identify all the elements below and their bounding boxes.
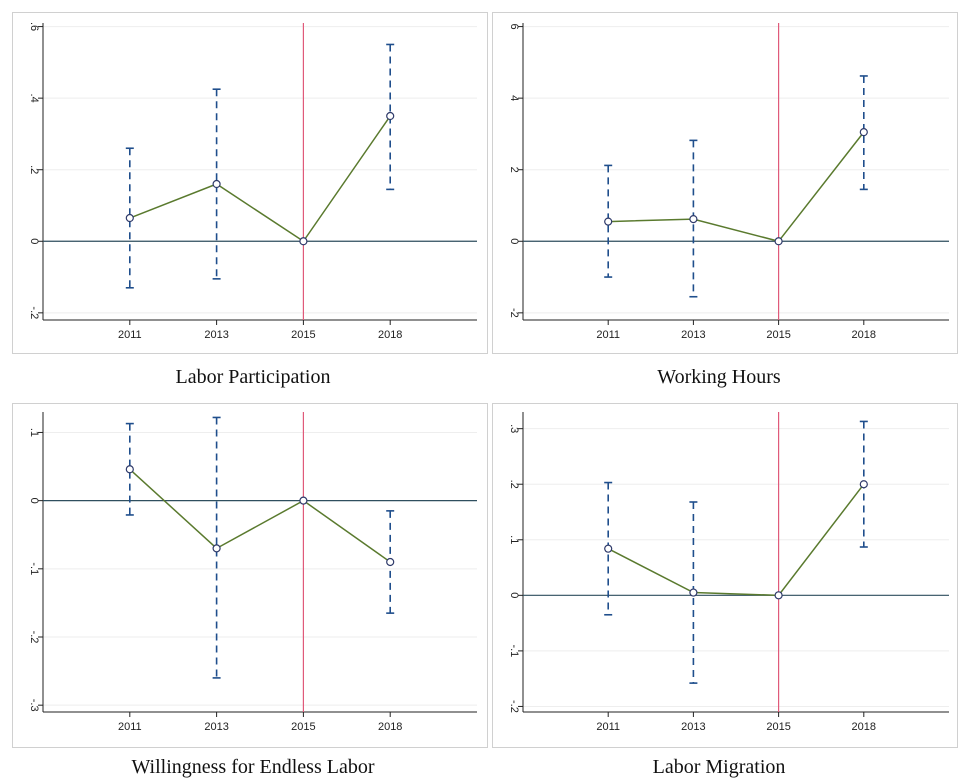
chart-caption-willingness-for-endless-labor: Willingness for Endless Labor <box>131 756 375 778</box>
y-tick-label: -.3 <box>28 699 40 712</box>
x-tick-label: 2018 <box>852 721 876 733</box>
estimate-line <box>129 468 391 563</box>
data-point <box>125 213 134 223</box>
y-tick-label: .3 <box>508 424 520 433</box>
data-point <box>859 480 868 489</box>
y-tick-label: .6 <box>28 22 40 31</box>
y-tick-label: 4 <box>508 95 520 101</box>
y-tick-label: .1 <box>28 428 40 437</box>
y-tick-label: .1 <box>508 535 520 544</box>
chart-caption-working-hours: Working Hours <box>657 366 781 388</box>
y-tick-label: -2 <box>508 308 520 318</box>
x-tick-label: 2013 <box>204 329 228 341</box>
data-point <box>604 217 613 226</box>
x-tick-label: 2011 <box>596 721 620 733</box>
data-point <box>212 544 221 553</box>
y-tick-label: -.2 <box>508 700 520 713</box>
chart-panel-willingness-for-endless-labor: -.3 -.2 -.1 0 .1 2011 2013 2015 2018 <box>12 403 488 748</box>
chart-svg-willingness-for-endless-labor: -.3 -.2 -.1 0 .1 2011 2013 2015 2018 <box>28 412 477 733</box>
x-tick-label: 2013 <box>681 329 705 341</box>
y-tick-label: 0 <box>28 498 40 504</box>
y-tick-label: 0 <box>508 238 520 244</box>
data-point <box>386 111 395 121</box>
estimate-line <box>607 483 865 597</box>
x-tick-label: 2013 <box>681 721 705 733</box>
data-point <box>299 237 308 246</box>
data-point <box>125 465 134 474</box>
y-tick-label: .4 <box>28 94 40 103</box>
estimate-line <box>608 131 865 243</box>
x-tick-label: 2011 <box>118 329 142 341</box>
x-tick-label: 2018 <box>378 721 402 733</box>
estimate-line <box>129 115 391 243</box>
chart-caption-labor-participation: Labor Participation <box>175 366 331 388</box>
x-tick-label: 2013 <box>204 721 228 733</box>
data-point <box>774 237 783 246</box>
y-tick-label: -.2 <box>28 631 40 644</box>
x-tick-label: 2015 <box>766 329 790 341</box>
y-tick-label: 6 <box>508 24 520 30</box>
y-tick-label: 0 <box>508 592 520 598</box>
x-tick-label: 2015 <box>291 721 315 733</box>
chart-panel-labor-participation: -.2 0 .2 .4 .6 2011 2013 2015 2018 <box>12 12 488 354</box>
x-tick-label: 2011 <box>118 721 142 733</box>
x-tick-label: 2015 <box>291 329 315 341</box>
y-tick-label: 0 <box>28 238 40 244</box>
data-point <box>299 496 308 505</box>
y-tick-label: -.1 <box>508 644 520 657</box>
data-point <box>212 179 221 189</box>
chart-svg-working-hours: -2 0 2 4 6 2011 2013 2015 2018 <box>508 23 949 341</box>
x-tick-label: 2011 <box>596 329 620 341</box>
y-tick-label: 2 <box>508 167 520 173</box>
y-tick-label: -.2 <box>28 306 40 319</box>
data-point <box>386 557 395 567</box>
chart-caption-labor-migration: Labor Migration <box>652 756 786 778</box>
data-point <box>604 544 613 553</box>
data-point <box>689 588 698 597</box>
x-tick-label: 2018 <box>378 329 402 341</box>
chart-panel-working-hours: -2 0 2 4 6 2011 2013 2015 2018 <box>492 12 958 354</box>
data-point <box>689 214 698 224</box>
chart-panel-labor-migration: -.2 -.1 0 .1 .2 .3 2011 2013 2015 2018 <box>492 403 958 748</box>
x-tick-label: 2015 <box>766 721 790 733</box>
chart-svg-labor-participation: -.2 0 .2 .4 .6 2011 2013 2015 2018 <box>28 22 477 341</box>
x-tick-label: 2018 <box>852 329 876 341</box>
y-tick-label: -.1 <box>28 562 40 575</box>
chart-svg-labor-migration: -.2 -.1 0 .1 .2 .3 2011 2013 2015 2018 <box>508 412 949 733</box>
y-tick-label: .2 <box>28 165 40 174</box>
y-tick-label: .2 <box>508 480 520 489</box>
data-point <box>859 128 868 137</box>
data-point <box>774 591 783 600</box>
